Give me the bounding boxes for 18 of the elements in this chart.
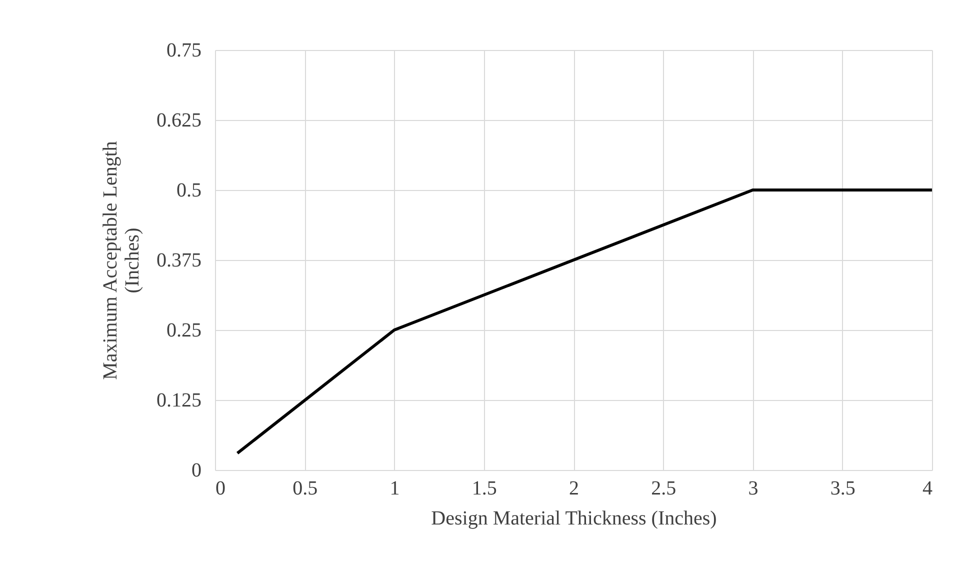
x-axis-title: Design Material Thickness (Inches) [431, 508, 717, 530]
y-tick-label: 0.125 [156, 390, 202, 412]
y-tick-label: 0 [192, 460, 202, 482]
x-tick-label: 2.5 [651, 478, 676, 500]
x-tick-label: 1 [390, 478, 400, 500]
x-tick-label: 0.5 [292, 478, 318, 500]
x-tick-label: 4 [922, 478, 932, 500]
x-tick-label: 3.5 [830, 478, 856, 500]
x-tick-label: 2 [569, 478, 579, 500]
y-tick-label: 0.25 [166, 320, 202, 342]
x-tick-label: 3 [748, 478, 758, 500]
y-tick-label: 0.375 [156, 250, 202, 272]
y-tick-label: 0.625 [156, 110, 202, 132]
x-tick-label: 0 [216, 478, 226, 500]
y-tick-label: 0.75 [166, 40, 202, 62]
y-tick-label: 0.5 [176, 180, 202, 202]
x-tick-label: 1.5 [472, 478, 497, 500]
y-axis-title: Maximum Acceptable Length (Inches) [100, 141, 144, 380]
